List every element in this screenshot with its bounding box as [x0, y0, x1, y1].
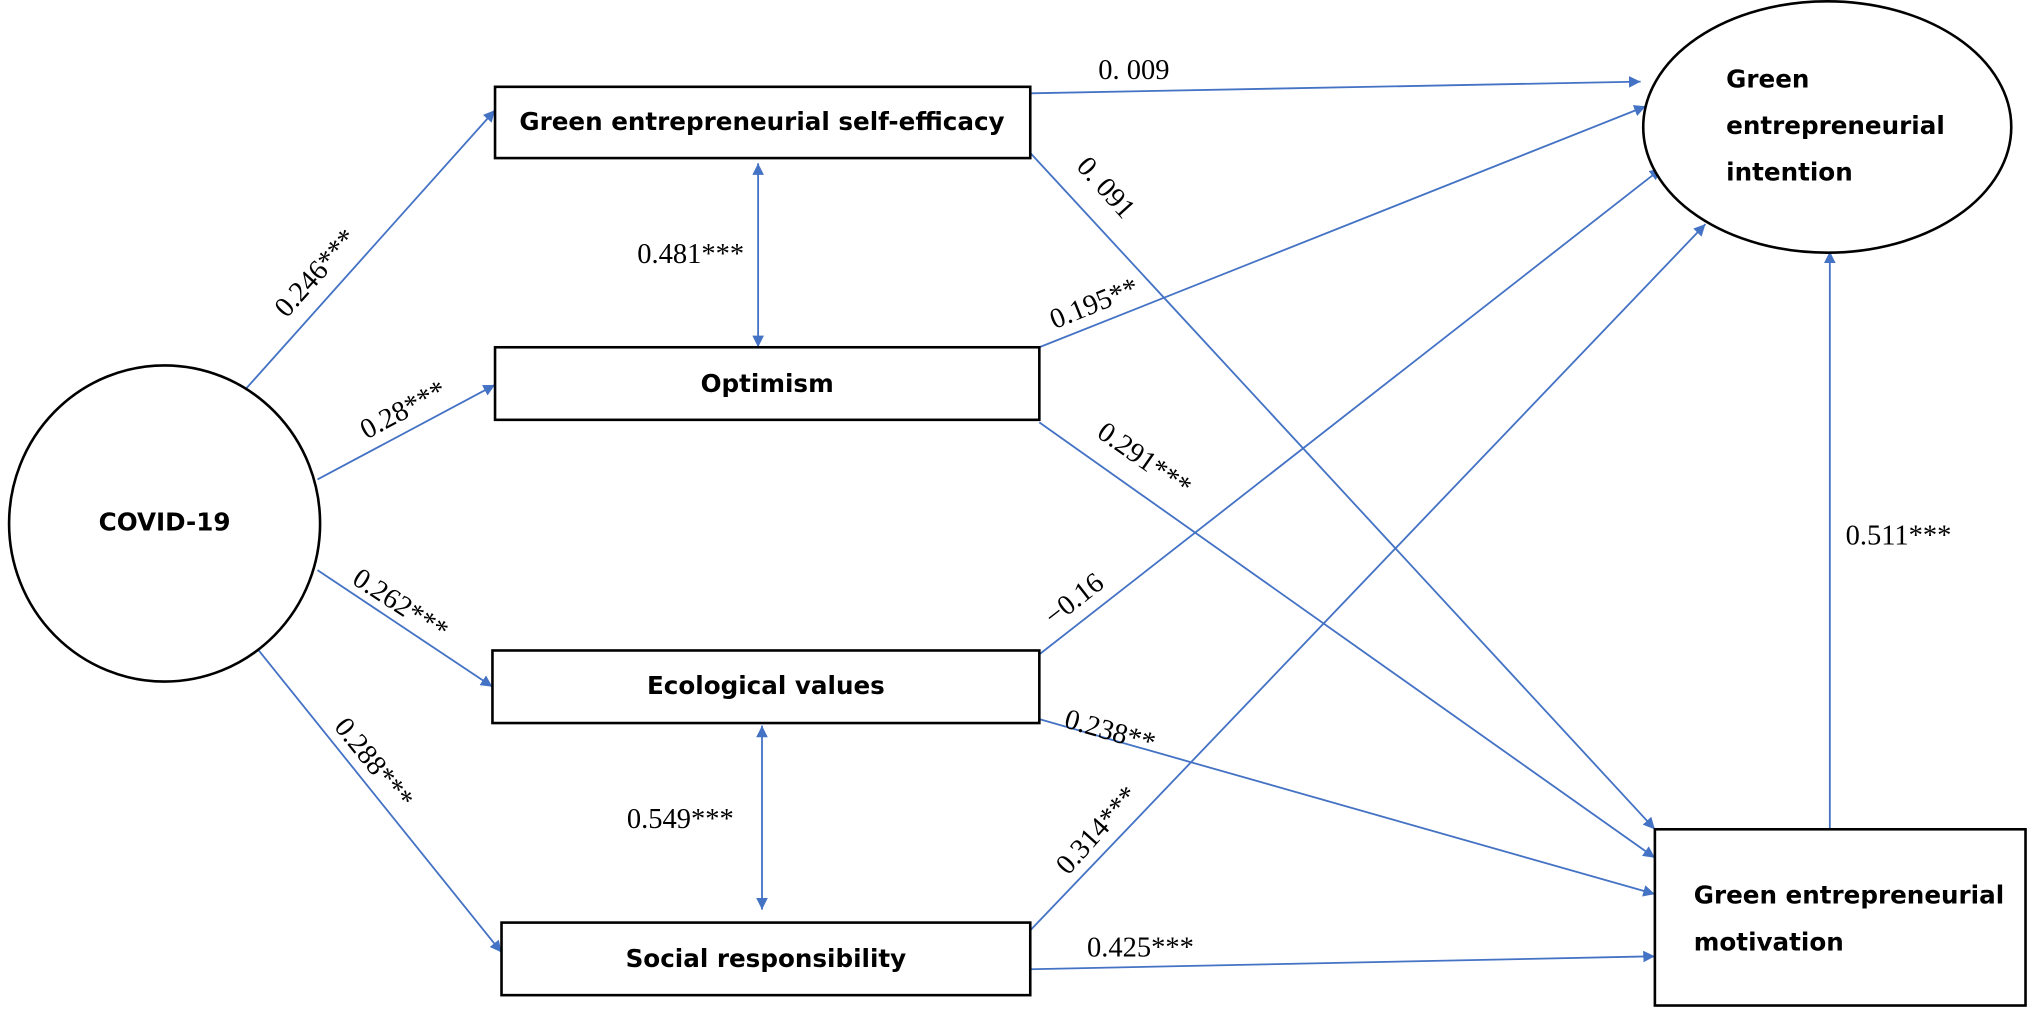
edge: [1038, 421, 1656, 859]
node-label: Green: [1726, 64, 1809, 93]
node-label: Social responsibility: [626, 944, 907, 973]
edge: [1030, 76, 1641, 95]
edge: [1029, 223, 1707, 931]
edge: [1038, 167, 1662, 656]
node-label: Green entrepreneurial: [1694, 881, 2004, 910]
edge-label: −0.16: [1039, 567, 1110, 632]
edge-label: 0.291***: [1091, 416, 1196, 503]
edge: [1030, 950, 1655, 971]
edge-label: 0.425***: [1087, 932, 1194, 963]
node-label: Green entrepreneurial self-efficacy: [519, 107, 1004, 136]
edge-label: 0.28***: [355, 375, 451, 446]
edge: [1038, 105, 1647, 349]
node-motivation: [1653, 828, 2027, 1007]
nodes: COVID-19 Green entrepreneurial self-effi…: [7, 0, 2027, 1007]
node-label: COVID-19: [99, 507, 231, 536]
node-ecological: [491, 649, 1041, 725]
node-label: motivation: [1694, 927, 1844, 956]
edge-label: 0.238**: [1061, 704, 1159, 759]
edges: [242, 76, 1836, 971]
node-intention: [1641, 0, 2013, 254]
node-label: entrepreneurial: [1726, 111, 1945, 140]
edge: [316, 569, 493, 688]
node-optimism: [493, 345, 1041, 422]
edge: [317, 384, 496, 481]
edge-label: 0.549***: [627, 804, 734, 835]
node-social: [500, 921, 1032, 997]
node-label: intention: [1726, 158, 1853, 187]
node-label: Ecological values: [647, 671, 885, 700]
edge-label: 0. 009: [1098, 55, 1169, 86]
edge-label: 0.288***: [328, 712, 419, 815]
edge: [245, 634, 503, 953]
edge: [242, 109, 496, 392]
node-label: Optimism: [701, 369, 834, 398]
edge: [1039, 718, 1656, 897]
edge-label: 0.314***: [1050, 780, 1145, 880]
node-covid: [7, 364, 322, 683]
edge-label: 0. 091: [1070, 151, 1141, 225]
node-self-efficacy: [493, 85, 1032, 160]
edge: [1029, 152, 1656, 830]
edge-label: 0.481***: [637, 239, 744, 270]
edge-label: 0.262***: [347, 563, 454, 647]
edge-label: 0.511***: [1846, 520, 1952, 551]
